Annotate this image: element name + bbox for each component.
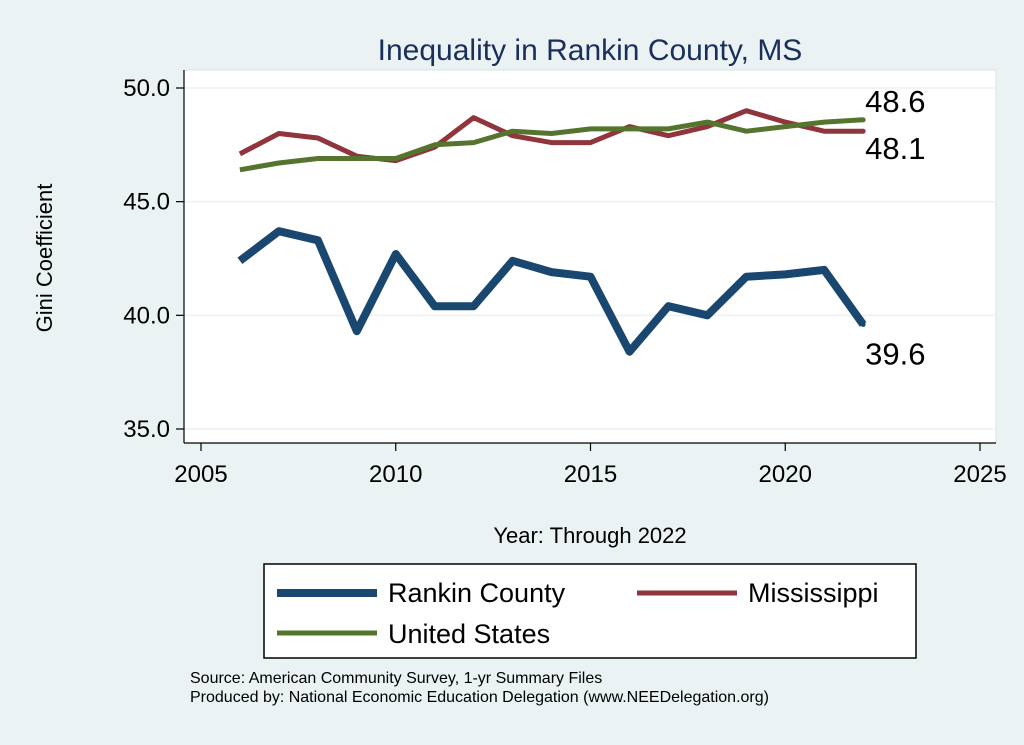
plot-area <box>183 69 997 444</box>
y-axis-label: Gini Coefficient <box>32 184 57 333</box>
end-point-mississippi <box>860 128 866 134</box>
chart-title: Inequality in Rankin County, MS <box>378 34 803 67</box>
x-tick-label: 2020 <box>759 461 812 488</box>
end-point-united-states <box>860 117 866 123</box>
end-point-rankin-county <box>860 321 866 327</box>
legend-label-mississippi: Mississippi <box>748 578 879 608</box>
legend-box <box>263 563 917 659</box>
y-tick-label: 35.0 <box>123 416 170 443</box>
source-note: Source: American Community Survey, 1-yr … <box>190 670 603 687</box>
end-label-united-states: 48.6 <box>865 84 925 119</box>
legend: Rankin County Mississippi United States <box>263 563 917 659</box>
end-labels: 39.6 48.1 48.6 <box>865 84 925 372</box>
produced-note: Produced by: National Economic Education… <box>190 689 769 706</box>
y-tick-label: 45.0 <box>123 189 170 216</box>
end-label-rankin-county: 39.6 <box>865 336 925 371</box>
legend-label-rankin-county: Rankin County <box>388 578 566 608</box>
axes: 35.0 40.0 45.0 50.0 2005 2010 2015 2020 2025 <box>123 70 1007 488</box>
y-tick-label: 50.0 <box>123 75 170 102</box>
x-axis-label: Year: Through 2022 <box>493 523 686 548</box>
legend-label-united-states: United States <box>388 619 550 649</box>
x-tick-label: 2010 <box>369 461 422 488</box>
series-line-rankin-county <box>237 227 867 356</box>
end-label-mississippi: 48.1 <box>865 131 925 166</box>
x-tick-label: 2025 <box>953 461 1006 488</box>
y-tick-label: 40.0 <box>123 302 170 329</box>
series-line-mississippi <box>238 108 864 164</box>
x-tick-label: 2005 <box>174 461 227 488</box>
x-tick-label: 2015 <box>564 461 617 488</box>
series-layer <box>237 108 867 356</box>
series-line-united-states <box>239 117 864 173</box>
